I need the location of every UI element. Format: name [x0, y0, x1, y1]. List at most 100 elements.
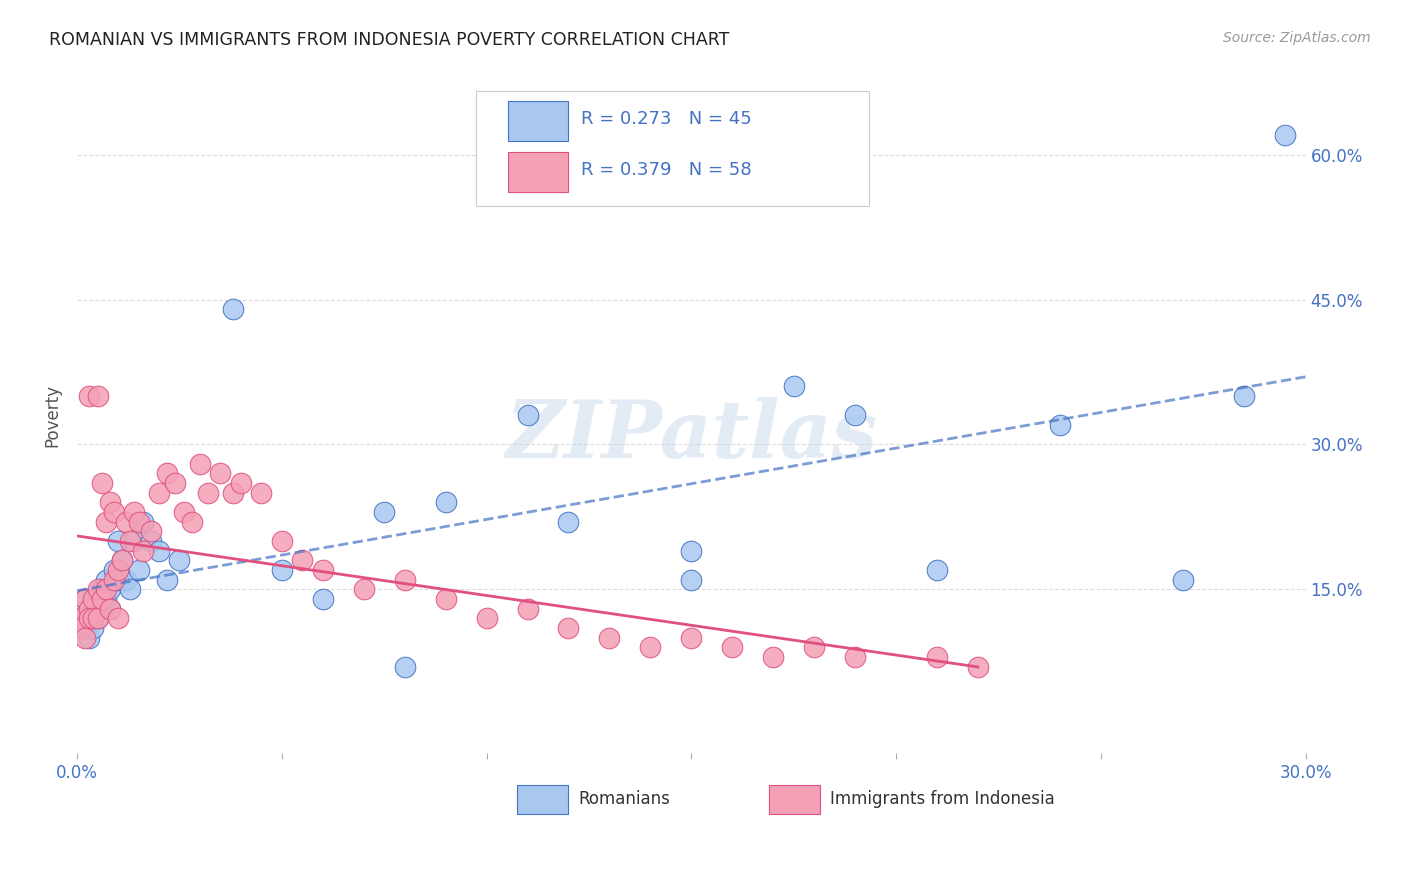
Point — [1049, 418, 1071, 433]
Text: R = 0.379   N = 58: R = 0.379 N = 58 — [581, 161, 751, 179]
Point — [90, 582, 112, 597]
Point — [721, 640, 744, 655]
Point — [394, 573, 416, 587]
Point — [86, 591, 108, 606]
Point — [70, 611, 93, 625]
Point — [107, 533, 129, 548]
Point — [291, 553, 314, 567]
Point — [90, 601, 112, 615]
Point — [70, 611, 93, 625]
Point — [103, 563, 125, 577]
Point — [1171, 573, 1194, 587]
Point — [79, 611, 101, 625]
Point — [98, 601, 121, 615]
Point — [131, 515, 153, 529]
Point — [75, 631, 97, 645]
Point — [640, 640, 662, 655]
Point — [434, 591, 457, 606]
Point — [516, 409, 538, 423]
Point — [373, 505, 395, 519]
Point — [312, 591, 335, 606]
Text: Immigrants from Indonesia: Immigrants from Indonesia — [830, 789, 1054, 808]
Point — [75, 591, 97, 606]
Point — [148, 485, 170, 500]
Point — [844, 649, 866, 664]
Text: ZIPatlas: ZIPatlas — [505, 397, 877, 475]
Point — [90, 476, 112, 491]
Point — [120, 533, 142, 548]
Point — [124, 533, 146, 548]
Point — [75, 621, 97, 635]
Point — [82, 601, 104, 615]
Point — [681, 573, 703, 587]
Text: Romanians: Romanians — [578, 789, 671, 808]
Point — [79, 611, 101, 625]
Point — [197, 485, 219, 500]
Point — [94, 582, 117, 597]
Point — [79, 389, 101, 403]
Point — [107, 563, 129, 577]
Point — [107, 611, 129, 625]
Point — [139, 524, 162, 539]
Point — [111, 553, 134, 567]
Text: Source: ZipAtlas.com: Source: ZipAtlas.com — [1223, 31, 1371, 45]
Point — [169, 553, 191, 567]
Point — [128, 563, 150, 577]
Point — [173, 505, 195, 519]
Point — [115, 515, 138, 529]
Point — [103, 573, 125, 587]
Point — [221, 302, 243, 317]
Point — [250, 485, 273, 500]
Point — [86, 611, 108, 625]
Point — [165, 476, 187, 491]
Point — [94, 591, 117, 606]
Point — [111, 553, 134, 567]
Point — [803, 640, 825, 655]
Point — [90, 591, 112, 606]
Point — [156, 467, 179, 481]
Point — [82, 621, 104, 635]
Point — [925, 649, 948, 664]
Point — [1233, 389, 1256, 403]
Point — [434, 495, 457, 509]
Point — [557, 515, 579, 529]
Point — [82, 611, 104, 625]
Point — [107, 573, 129, 587]
Point — [270, 563, 292, 577]
Point — [82, 591, 104, 606]
Text: ROMANIAN VS IMMIGRANTS FROM INDONESIA POVERTY CORRELATION CHART: ROMANIAN VS IMMIGRANTS FROM INDONESIA PO… — [49, 31, 730, 49]
Point — [156, 573, 179, 587]
Point — [120, 582, 142, 597]
Point — [139, 533, 162, 548]
Point — [762, 649, 785, 664]
Point — [148, 543, 170, 558]
Y-axis label: Poverty: Poverty — [44, 384, 60, 447]
Point — [131, 543, 153, 558]
FancyBboxPatch shape — [509, 152, 568, 192]
Point — [516, 601, 538, 615]
Point — [86, 611, 108, 625]
Point — [221, 485, 243, 500]
Text: R = 0.273   N = 45: R = 0.273 N = 45 — [581, 111, 751, 128]
Point — [124, 505, 146, 519]
Point — [128, 515, 150, 529]
Point — [86, 582, 108, 597]
Point — [86, 389, 108, 403]
Point — [681, 543, 703, 558]
Point — [188, 457, 211, 471]
Point — [598, 631, 620, 645]
Point — [925, 563, 948, 577]
Point — [782, 379, 804, 393]
Point — [79, 631, 101, 645]
Point — [967, 659, 990, 673]
FancyBboxPatch shape — [509, 101, 568, 141]
FancyBboxPatch shape — [517, 785, 568, 814]
Point — [1274, 128, 1296, 143]
Point — [79, 601, 101, 615]
FancyBboxPatch shape — [769, 785, 820, 814]
Point — [394, 659, 416, 673]
Point — [229, 476, 252, 491]
Point — [98, 601, 121, 615]
FancyBboxPatch shape — [477, 91, 869, 206]
Point — [70, 621, 93, 635]
